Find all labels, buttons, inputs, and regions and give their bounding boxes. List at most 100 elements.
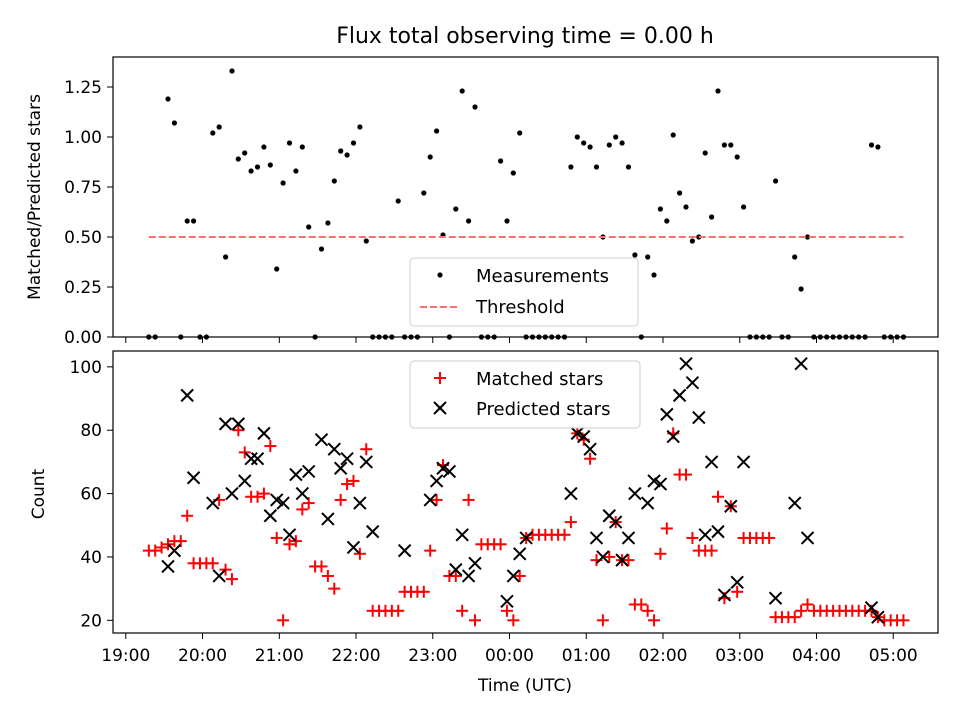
matched-point [897, 614, 910, 627]
count-x-tick-label: 20:00 [178, 646, 227, 666]
measurement-point [804, 234, 811, 240]
predicted-point-b [186, 471, 201, 485]
predicted-point [583, 442, 597, 456]
predicted-point-b [321, 512, 335, 526]
measurement-point [651, 272, 657, 278]
predicted-point [666, 429, 680, 444]
measurement-point [421, 190, 427, 196]
ratio-legend: Measurements Threshold [409, 257, 639, 327]
measurement-point [702, 150, 708, 156]
measurement-point [498, 158, 504, 164]
predicted-point-b [429, 474, 444, 488]
predicted-point-b [353, 496, 367, 510]
predicted-point [397, 543, 412, 558]
measurement-point [734, 154, 740, 160]
measurement-point [625, 164, 632, 170]
predicted-point [365, 524, 380, 539]
predicted-point-b [788, 496, 802, 510]
predicted-point [238, 474, 252, 488]
predicted-point [564, 486, 578, 501]
predicted-point-b [238, 474, 252, 488]
predicted-point-b [500, 594, 514, 609]
measurement-point [184, 218, 190, 224]
ratio-plot-frame [112, 56, 939, 338]
predicted-point [519, 531, 533, 545]
matched-point [513, 569, 526, 582]
predicted-point-b [672, 388, 687, 403]
count-x-tick-label: 21:00 [255, 646, 304, 666]
measurement-point [235, 156, 241, 162]
matched-point [731, 585, 744, 598]
measurement-point [581, 140, 587, 146]
measurement-point [472, 104, 478, 110]
predicted-point [455, 528, 469, 542]
predicted-point [576, 429, 591, 444]
predicted-point-b [461, 569, 476, 583]
predicted-point-b [596, 550, 610, 564]
measurement-point [798, 286, 804, 292]
predicted-point-b [653, 477, 668, 491]
matched-point [321, 569, 334, 582]
measurement-point [741, 204, 747, 210]
predicted-point-b [333, 461, 348, 475]
matched-point [641, 604, 654, 617]
matched-point [500, 604, 513, 617]
matched-point [507, 614, 520, 627]
predicted-point-b [289, 467, 303, 482]
predicted-point [301, 464, 316, 479]
predicted-point-b [455, 528, 469, 542]
predicted-point-b [640, 496, 655, 510]
matched-point [155, 541, 168, 554]
predicted-point [353, 496, 367, 510]
ratio-markers [146, 68, 907, 340]
predicted-point [672, 388, 687, 403]
matched-point [596, 614, 609, 627]
measurement-point [632, 252, 638, 258]
measurement-point [261, 144, 267, 150]
predicted-point-b [679, 356, 693, 371]
predicted-point [506, 569, 521, 583]
predicted-point-b [736, 455, 751, 469]
predicted-point [513, 547, 527, 561]
count-x-tick-label: 03:00 [715, 646, 764, 666]
predicted-point [314, 433, 329, 447]
matched-point [654, 547, 667, 560]
predicted-point [442, 464, 457, 479]
legend-measurements-label: Measurements [476, 266, 609, 287]
predicted-point [270, 493, 284, 507]
measurement-point [286, 140, 293, 146]
predicted-point [589, 531, 604, 545]
predicted-point [218, 417, 233, 431]
predicted-point [346, 540, 361, 555]
measurement-point [696, 234, 702, 240]
matched-point [635, 598, 648, 611]
measurement-point [792, 254, 798, 260]
predicted-point [461, 569, 476, 583]
predicted-point [692, 410, 706, 425]
predicted-point [276, 496, 290, 510]
legend-matched-marker [434, 372, 446, 384]
matched-point [360, 443, 373, 456]
measurement-point [587, 144, 593, 150]
predicted-point [500, 594, 514, 609]
predicted-point [321, 512, 335, 526]
measurement-point [210, 130, 216, 136]
predicted-point-b [711, 524, 725, 539]
matched-point [584, 452, 597, 465]
predicted-point [468, 556, 482, 570]
predicted-point-b [576, 429, 591, 444]
predicted-point-b [225, 486, 239, 501]
predicted-point [711, 524, 725, 539]
predicted-point-b [704, 455, 719, 469]
count-y-tick-label: 80 [80, 421, 102, 441]
measurement-point [670, 132, 676, 138]
count-y-axis-label: Count [29, 468, 49, 519]
predicted-point [231, 417, 246, 431]
measurement-point [325, 220, 331, 226]
measurement-point [459, 88, 465, 94]
matched-point [232, 424, 245, 437]
ratio-y-tick-label: 0.25 [64, 278, 102, 298]
count-y-tick-label: 20 [80, 611, 102, 631]
predicted-point-b [615, 553, 629, 567]
legend-predicted-marker [433, 401, 447, 415]
